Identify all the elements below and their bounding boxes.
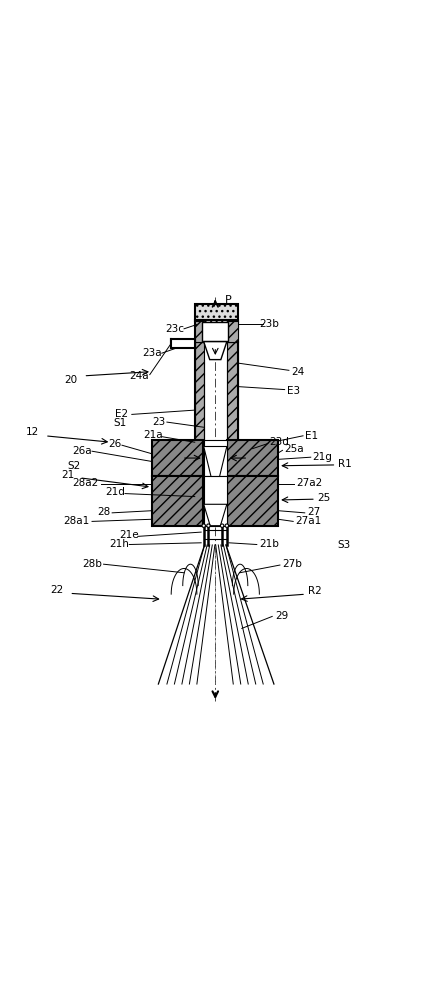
Text: 21d: 21d bbox=[105, 487, 125, 497]
Text: 29: 29 bbox=[275, 611, 288, 621]
Bar bbox=[171, 339, 195, 348]
Text: 25: 25 bbox=[318, 493, 331, 503]
Text: E1: E1 bbox=[305, 431, 318, 441]
Circle shape bbox=[202, 524, 205, 527]
Text: 28: 28 bbox=[97, 507, 110, 517]
Text: 27: 27 bbox=[307, 507, 321, 517]
Text: 23: 23 bbox=[153, 417, 166, 427]
Bar bbox=[152, 476, 203, 526]
Text: R2: R2 bbox=[308, 586, 322, 596]
Circle shape bbox=[225, 524, 229, 527]
Bar bbox=[195, 320, 238, 342]
Text: 23a: 23a bbox=[142, 348, 162, 358]
Text: 20: 20 bbox=[64, 375, 77, 385]
Text: 27a2: 27a2 bbox=[296, 478, 322, 488]
Bar bbox=[202, 322, 228, 341]
Text: 25a: 25a bbox=[285, 444, 304, 454]
Text: 21g: 21g bbox=[312, 452, 332, 462]
Bar bbox=[204, 476, 227, 526]
Bar bbox=[152, 440, 203, 476]
Polygon shape bbox=[227, 342, 238, 476]
Polygon shape bbox=[204, 446, 227, 476]
Circle shape bbox=[220, 524, 224, 527]
Text: 28a1: 28a1 bbox=[63, 516, 89, 526]
Text: 23b: 23b bbox=[259, 319, 279, 329]
Circle shape bbox=[207, 524, 210, 527]
Text: E3: E3 bbox=[287, 386, 300, 396]
Text: 23c: 23c bbox=[165, 324, 184, 334]
Text: 12: 12 bbox=[26, 427, 39, 437]
Polygon shape bbox=[204, 504, 227, 526]
Text: 21e: 21e bbox=[119, 530, 139, 540]
Text: 22: 22 bbox=[50, 585, 63, 595]
Text: S1: S1 bbox=[113, 418, 126, 428]
Text: 27b: 27b bbox=[282, 559, 302, 569]
Text: 23d: 23d bbox=[270, 437, 289, 447]
Text: 27a1: 27a1 bbox=[295, 516, 321, 526]
Polygon shape bbox=[204, 342, 227, 360]
Polygon shape bbox=[227, 321, 238, 342]
Text: E2: E2 bbox=[116, 409, 128, 419]
Text: S3: S3 bbox=[337, 540, 351, 550]
Text: 24: 24 bbox=[291, 367, 304, 377]
Bar bbox=[227, 476, 278, 526]
Text: 21h: 21h bbox=[109, 539, 129, 549]
Text: 21b: 21b bbox=[259, 539, 279, 549]
Text: 21: 21 bbox=[61, 470, 74, 480]
Bar bbox=[227, 440, 278, 476]
Text: 24a: 24a bbox=[129, 371, 149, 381]
Text: S2: S2 bbox=[67, 461, 80, 471]
Text: 28a2: 28a2 bbox=[72, 478, 99, 488]
Text: 26a: 26a bbox=[72, 446, 92, 456]
Polygon shape bbox=[195, 321, 204, 342]
Text: P: P bbox=[225, 295, 232, 305]
Polygon shape bbox=[195, 342, 204, 476]
Text: 26: 26 bbox=[108, 439, 121, 449]
Bar bbox=[195, 304, 238, 321]
Text: R1: R1 bbox=[338, 459, 352, 469]
Text: 21a: 21a bbox=[143, 430, 163, 440]
Text: 28b: 28b bbox=[82, 559, 102, 569]
Bar bbox=[204, 440, 227, 476]
